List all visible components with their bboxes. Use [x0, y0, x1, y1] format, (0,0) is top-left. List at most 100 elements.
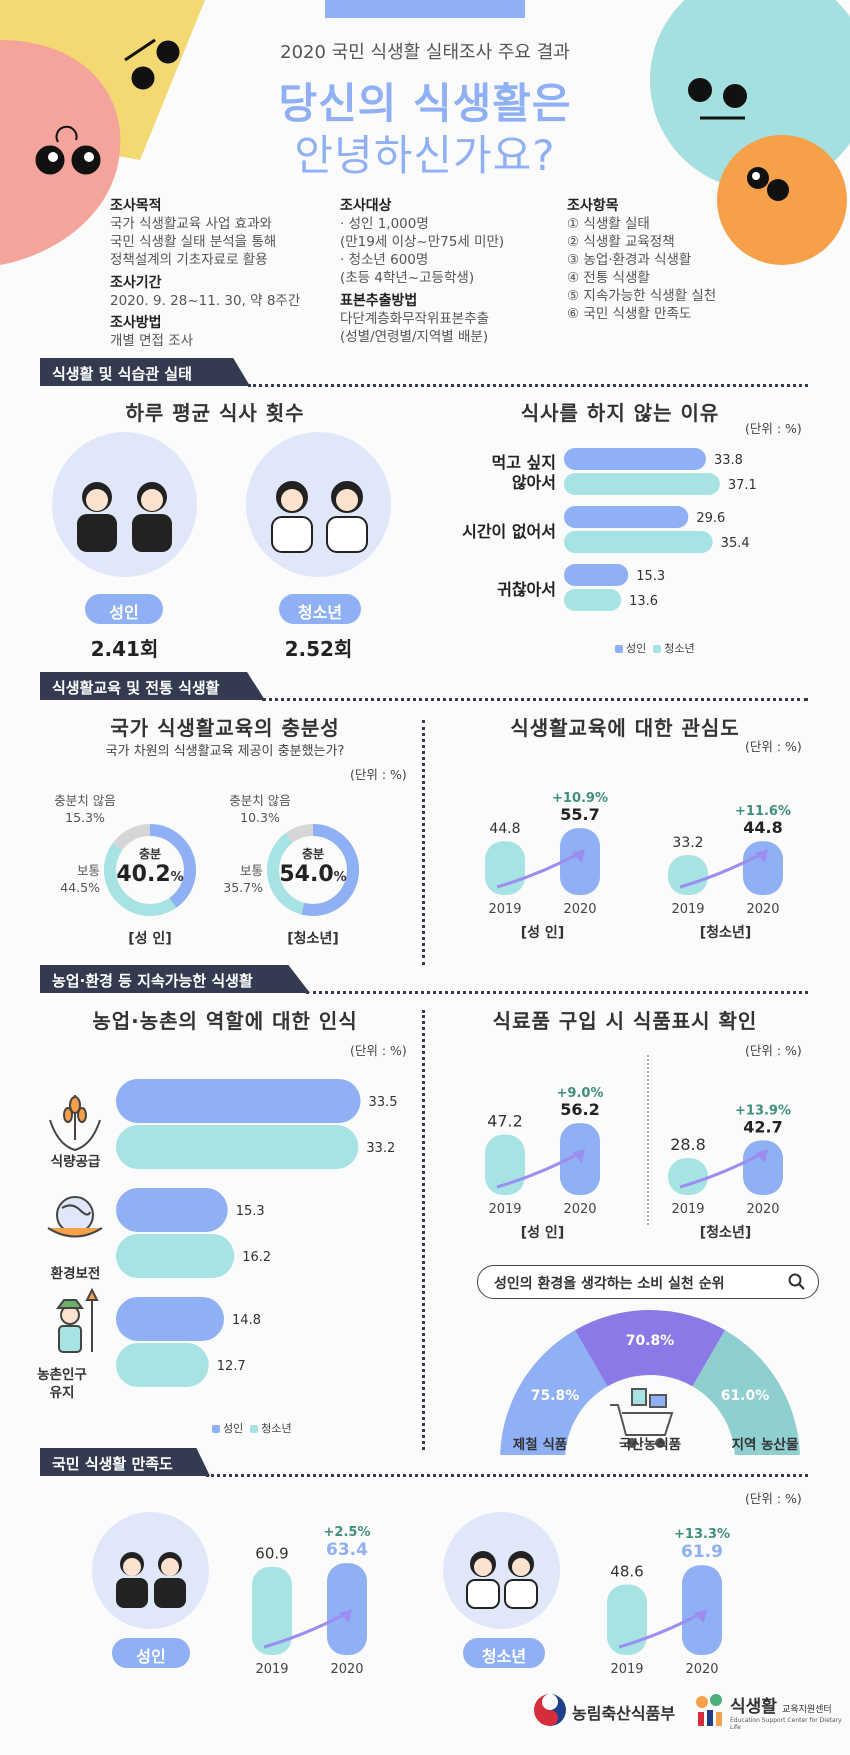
bar-youth	[564, 473, 720, 495]
trend-arrow-head	[755, 849, 768, 863]
arc-segment	[500, 1330, 608, 1455]
legend-adult-swatch	[615, 645, 623, 653]
column-divider	[422, 720, 425, 965]
unit-label: (단위 : %)	[350, 767, 407, 782]
group-label: [청소년]	[700, 925, 751, 941]
youth-meals-value: 2.52회	[284, 637, 353, 661]
target-text: (초등 4학년~고등학생)	[340, 270, 475, 286]
year-label: 2020	[685, 1662, 718, 1675]
adult-insufficient: 충분치 않음 15.3%	[40, 792, 130, 826]
env-rank-label-3: 지역 농산물	[731, 1437, 799, 1453]
legend: 성인 청소년	[615, 640, 695, 656]
target-text: · 청소년 600명	[340, 252, 429, 268]
bar-2019	[485, 841, 525, 895]
env-rank-title: 성인의 환경을 생각하는 소비 실천 순위	[494, 1276, 725, 1292]
items-entry: ⑤ 지속가능한 식생활 실천	[567, 288, 717, 304]
section-divider	[206, 1474, 808, 1477]
normal-label: 보통	[76, 863, 100, 878]
trend-arrow-head	[572, 849, 585, 863]
bar-youth	[116, 1125, 359, 1169]
change-label: +10.9%	[552, 791, 608, 806]
data-label: 33.2	[672, 835, 703, 851]
bar-adult	[116, 1188, 228, 1232]
legend-youth-swatch	[250, 1425, 259, 1433]
unit-label: (단위 : %)	[745, 1043, 802, 1058]
data-label: 47.2	[487, 1112, 523, 1131]
year-label: 2020	[563, 902, 596, 917]
year-label: 2019	[671, 902, 704, 917]
change-label: +13.9%	[735, 1103, 791, 1118]
bar-2020	[682, 1565, 722, 1655]
people-icon	[116, 1551, 538, 1609]
items-heading: 조사항목	[567, 198, 619, 214]
youth-pill: 청소년	[463, 1638, 545, 1668]
role-label-food: 식량공급	[50, 1154, 101, 1170]
section-tag-2: 식생활교육 및 전통 식생활	[40, 672, 265, 700]
donut-sufficient	[104, 824, 196, 916]
target-text: · 성인 1,000명	[340, 216, 429, 232]
data-label: 44.8	[489, 821, 520, 837]
bar-youth	[564, 531, 713, 553]
group-label: [청소년]	[700, 1225, 751, 1241]
data-label: 35.4	[721, 536, 750, 551]
data-label: 12.7	[217, 1359, 246, 1374]
data-label: 44.8	[743, 818, 782, 837]
sufficient-value: 54.0	[279, 862, 334, 887]
trend-arrow-head	[339, 1609, 352, 1623]
youth-normal: 보통 35.7%	[218, 862, 263, 896]
year-label: 2020	[746, 1202, 779, 1217]
info-purpose: 조사목적 국가 식생활교육 사업 효과와 국민 식생활 실태 분석을 통해 정책…	[110, 195, 320, 350]
change-label: +13.3%	[674, 1527, 730, 1542]
items-entry: ③ 농업·환경과 식생활	[567, 252, 692, 268]
category-label: 귀찮아서	[497, 580, 556, 599]
donut-sufficient	[267, 824, 359, 916]
ministry-name: 농림축산식품부	[572, 1704, 676, 1723]
adult-sufficient: 충분 40.2%	[102, 845, 198, 887]
bar-2020	[327, 1563, 367, 1655]
bar-2019	[668, 855, 708, 895]
insufficient-label: 충분치 않음	[54, 793, 116, 808]
column-divider	[422, 1010, 425, 1450]
change-label: +11.6%	[735, 804, 791, 819]
adult-normal: 보통 44.5%	[55, 862, 100, 896]
sufficient-label: 충분	[138, 847, 162, 861]
legend: 성인 청소년	[212, 1420, 292, 1436]
satisfaction-youth-chart: 2019 48.6 2020 61.9+13.3%	[607, 1527, 730, 1675]
data-label: 33.8	[714, 453, 743, 468]
arc-value: 70.8%	[626, 1333, 675, 1349]
role-label-rural: 농촌인구 유지	[37, 1367, 87, 1401]
method-text: 개별 면접 조사	[110, 333, 194, 349]
data-label: 28.8	[670, 1135, 706, 1154]
people-icon	[77, 481, 368, 553]
page-title: 당신의 식생활은	[278, 79, 572, 128]
bar-youth	[116, 1343, 209, 1387]
center-name: 식생활 교육지원센터 Education Support Center for …	[730, 1692, 850, 1731]
sampling-text: 다단계층화무작위표본추출	[340, 311, 490, 327]
data-label: 37.1	[728, 478, 757, 493]
method-heading: 조사방법	[110, 315, 162, 331]
env-rank-label-2: 국산농식품	[618, 1437, 682, 1453]
target-heading: 조사대상	[340, 198, 392, 214]
ag-roles-chart: 33.5 33.2 15.3 16.2 14.8 12.7	[116, 1079, 398, 1387]
section-divider	[248, 384, 808, 387]
period-text: 2020. 9. 28~11. 30, 약 8주간	[110, 293, 301, 309]
env-rank-label-1: 제철 식품	[512, 1437, 568, 1453]
skip-title: 식사를 하지 않는 이유	[520, 401, 720, 425]
bar-adult	[564, 564, 629, 586]
purpose-text: 국가 식생활교육 사업 효과와	[110, 216, 272, 232]
youth-donut-chart	[267, 824, 359, 916]
center-sub: 교육지원센터	[782, 1705, 832, 1715]
items-entry: ⑥ 국민 식생활 만족도	[567, 306, 692, 322]
legend-adult: 성인	[223, 1422, 244, 1435]
info-target: 조사대상 · 성인 1,000명 (만19세 이상~만75세 미만) · 청소년…	[340, 195, 540, 346]
year-label: 2019	[255, 1662, 288, 1675]
page-title-2: 안녕하신가요?	[294, 131, 556, 180]
face-icon-left	[35, 38, 180, 175]
category-label: 않아서	[512, 473, 556, 492]
bar-2020	[743, 1140, 783, 1195]
data-label: 16.2	[242, 1250, 271, 1265]
legend-youth-swatch	[653, 645, 662, 653]
trend-arrow	[679, 1151, 764, 1189]
meals-title: 하루 평균 식사 횟수	[125, 401, 305, 425]
